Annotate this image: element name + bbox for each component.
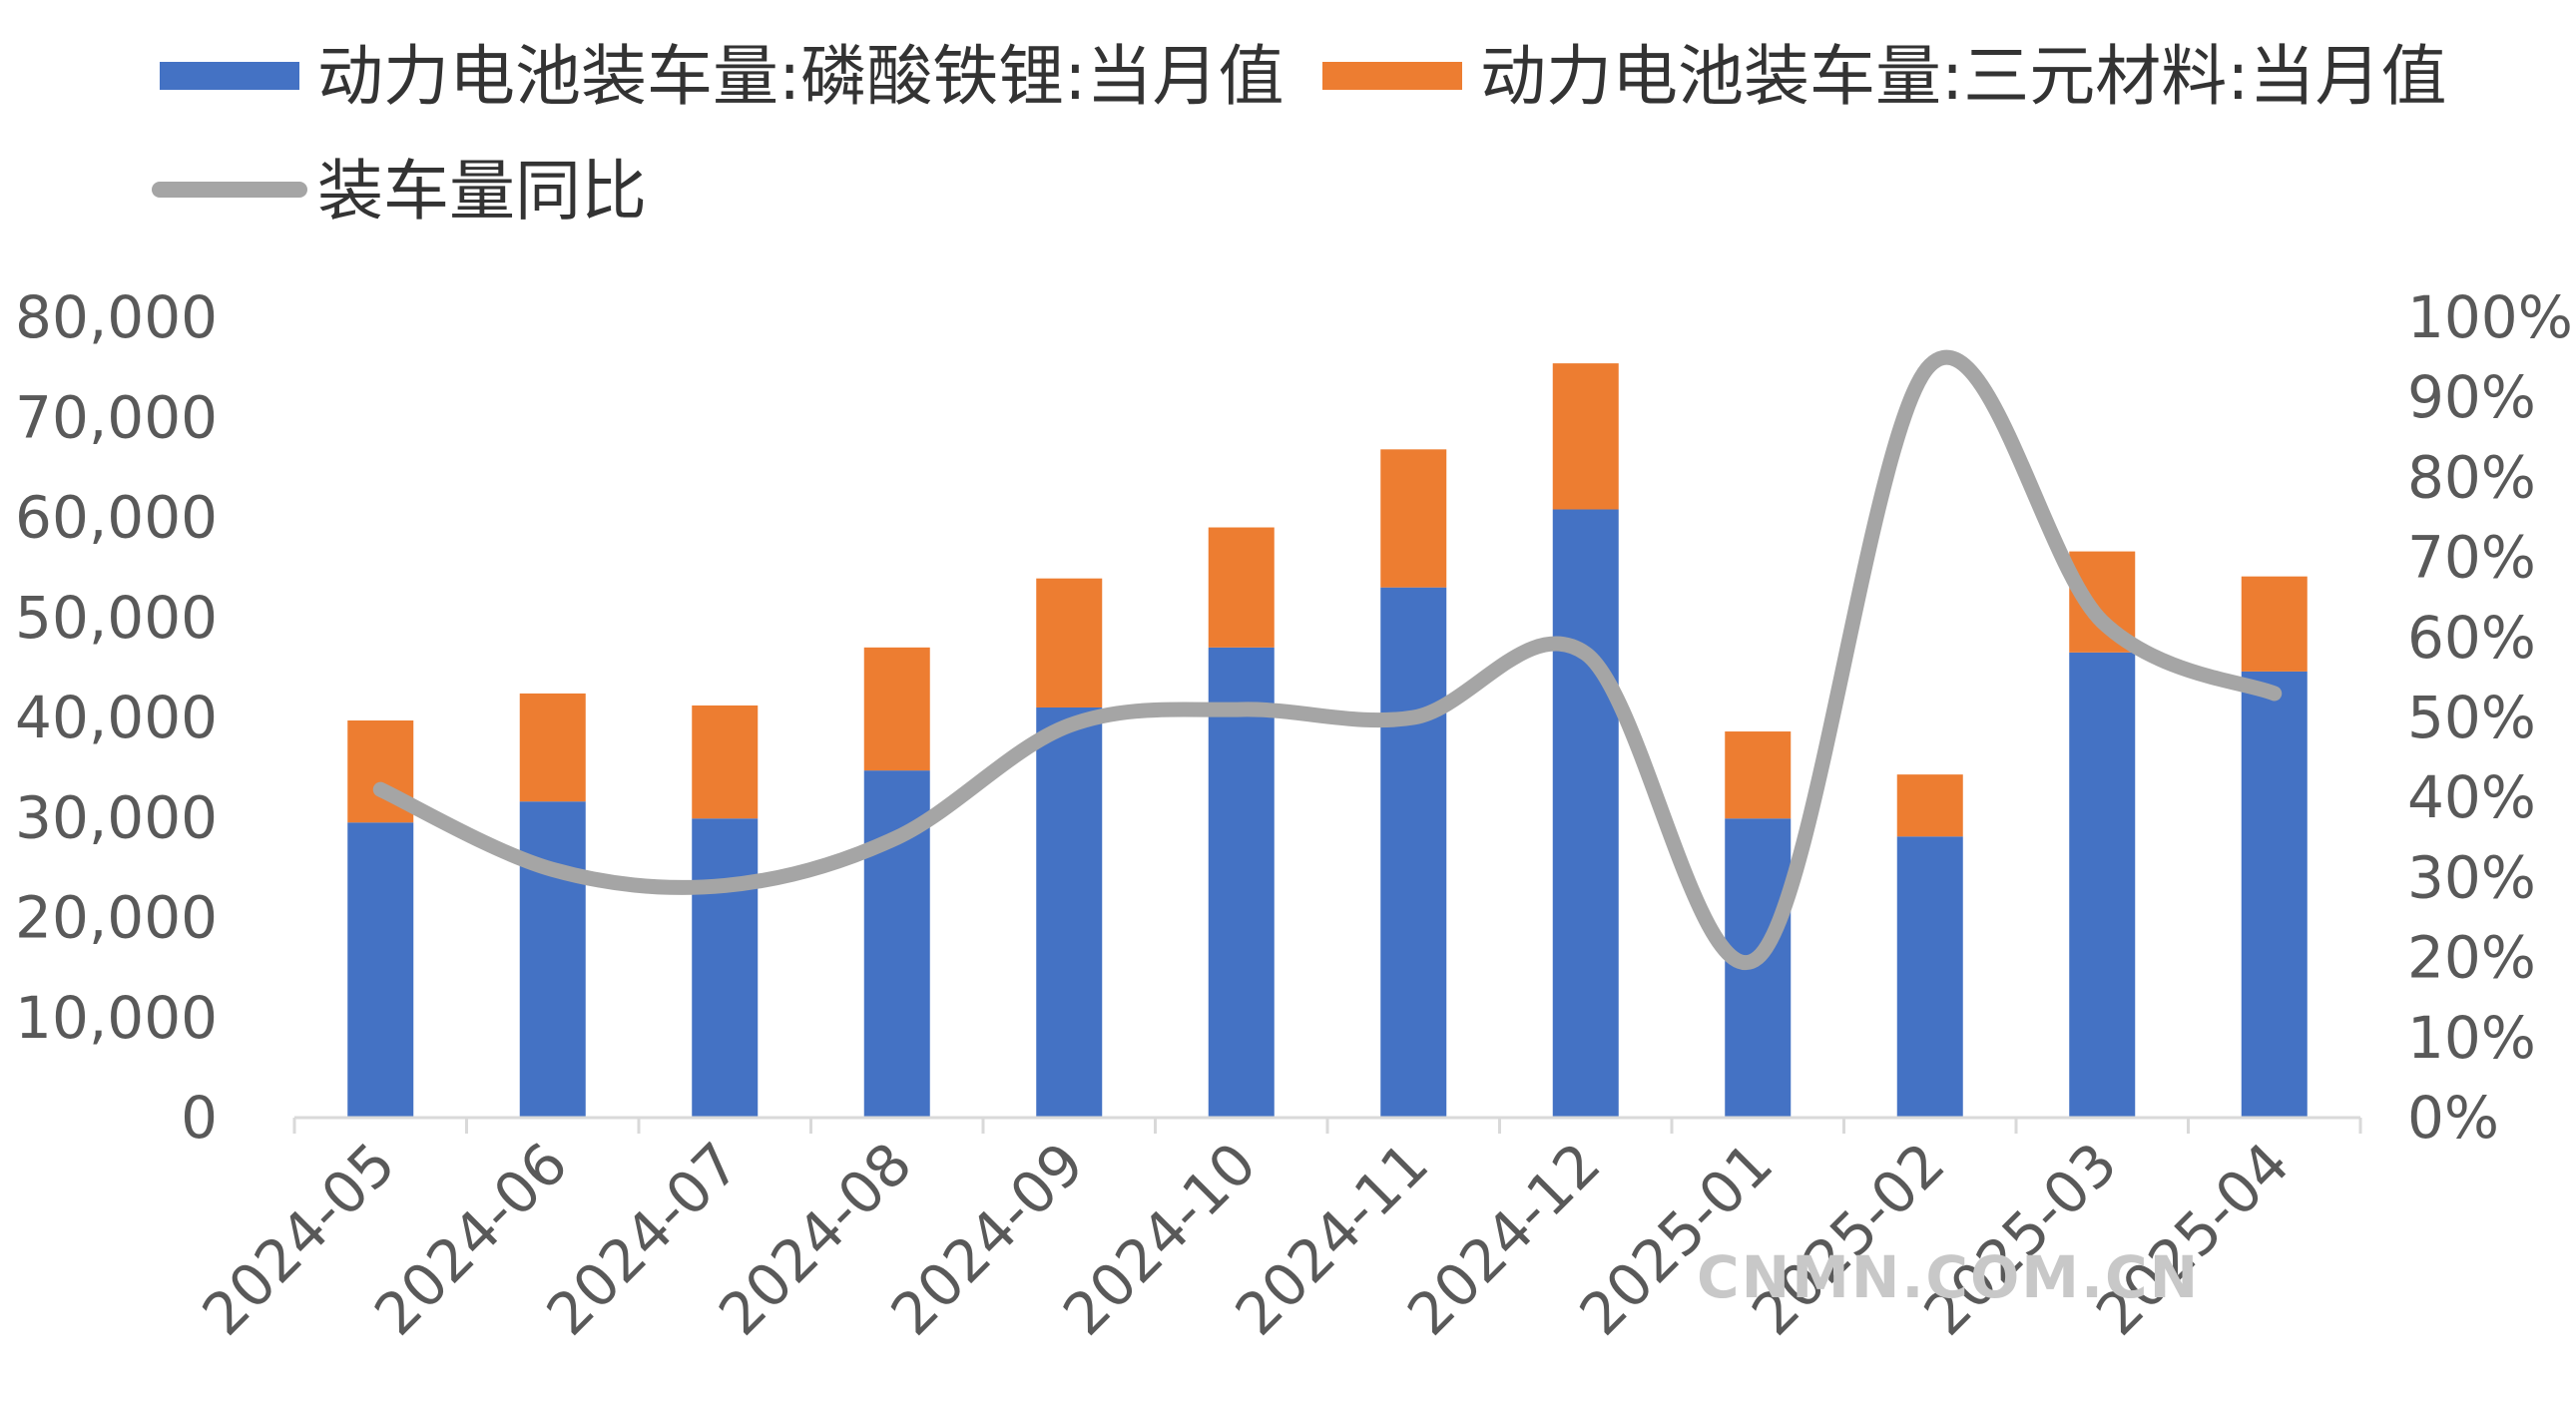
left-axis-tick-label: 20,000: [15, 884, 218, 952]
bar-ternary: [1552, 363, 1619, 510]
x-axis-label: 2025-04: [2083, 1130, 2302, 1348]
legend-swatch-lfp: [160, 62, 299, 90]
right-axis-tick-label: 30%: [2407, 843, 2536, 911]
right-axis-tick-label: 10%: [2407, 1004, 2536, 1072]
right-axis-tick-label: 80%: [2407, 443, 2536, 511]
bar-lfp: [1036, 707, 1103, 1118]
bar-lfp: [519, 801, 586, 1118]
bar-ternary: [692, 705, 759, 819]
bar-ternary: [2241, 576, 2308, 672]
right-axis-tick-label: 60%: [2407, 604, 2536, 672]
yoy-point: [1241, 708, 1243, 710]
bar-lfp: [2241, 671, 2308, 1118]
x-axis-labels: 2024-052024-062024-072024-082024-092024-…: [190, 1130, 2303, 1348]
bar-lfp: [1725, 818, 1792, 1118]
legend-label-lfp: 动力电池装车量:磷酸铁锂:当月值: [317, 38, 1284, 115]
watermark: CNMN.COM.CN: [1697, 1243, 2200, 1311]
yoy-point: [552, 868, 554, 870]
left-axis-tick-label: 30,000: [15, 783, 218, 851]
bar-lfp: [1896, 836, 1963, 1118]
bar-lfp: [1552, 509, 1619, 1119]
right-axis-tick-label: 40%: [2407, 763, 2536, 831]
left-axis-tick-label: 50,000: [15, 584, 218, 652]
bar-lfp: [2069, 652, 2136, 1118]
left-axis-tick-label: 40,000: [15, 684, 218, 751]
left-axis-ticks: 0 10,000 20,000 30,000 40,000 50,000 60,000 70,…: [15, 283, 218, 1152]
bar-ternary: [1896, 774, 1963, 837]
yoy-point: [379, 788, 381, 790]
bar-ternary: [1380, 449, 1447, 588]
right-axis-tick-label: 0%: [2407, 1084, 2499, 1152]
yoy-point: [1585, 653, 1587, 655]
left-axis-tick-label: 70,000: [15, 383, 218, 451]
bar-ternary: [1036, 578, 1103, 707]
bars: [347, 363, 2308, 1119]
yoy-point: [2101, 621, 2103, 623]
right-axis-tick-label: 100%: [2407, 283, 2573, 351]
legend-label-ternary: 动力电池装车量:三元材料:当月值: [1480, 38, 2446, 115]
x-axis-tick-marks: [292, 1118, 2362, 1134]
yoy-point: [1929, 364, 1931, 366]
yoy-line-series: [372, 349, 2283, 970]
right-axis-tick-label: 90%: [2407, 363, 2536, 431]
left-axis-tick-label: 0: [181, 1084, 218, 1152]
bar-lfp: [1380, 587, 1447, 1118]
bar-lfp: [1208, 647, 1275, 1118]
yoy-line: [372, 349, 2283, 970]
yoy-point: [1757, 957, 1759, 959]
bar-ternary: [519, 693, 586, 802]
legend-label-yoy: 装车量同比: [317, 153, 647, 230]
legend-swatch-ternary: [1322, 62, 1462, 90]
bar-ternary: [1725, 731, 1792, 819]
yoy-point: [1412, 716, 1414, 718]
bar-lfp: [692, 818, 759, 1118]
left-axis-tick-label: 10,000: [15, 984, 218, 1052]
right-axis-ticks: 0% 10% 20% 30% 40% 50% 60% 70% 80% 90% 100%: [2407, 283, 2573, 1152]
right-axis-tick-label: 70%: [2407, 524, 2536, 592]
bar-ternary: [1208, 527, 1275, 648]
left-axis-tick-label: 60,000: [15, 484, 218, 552]
legend: 动力电池装车量:磷酸铁锂:当月值 动力电池装车量:三元材料:当月值 装车量同比: [152, 38, 2446, 230]
yoy-point: [1068, 724, 1070, 726]
bar-ternary: [863, 647, 930, 771]
left-axis-tick-label: 80,000: [15, 283, 218, 351]
bar-lfp: [347, 822, 414, 1118]
yoy-point: [896, 836, 898, 838]
yoy-point: [724, 884, 726, 886]
right-axis-tick-label: 20%: [2407, 924, 2536, 992]
yoy-point: [2274, 693, 2276, 695]
right-axis-tick-label: 50%: [2407, 684, 2536, 751]
